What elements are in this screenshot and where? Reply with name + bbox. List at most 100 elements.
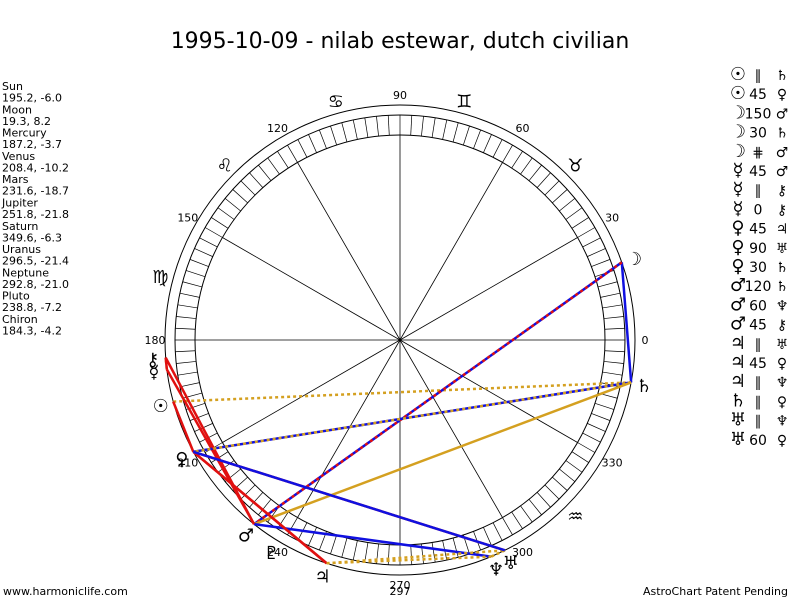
degree-tick [330,125,337,146]
planet-coords: 296.5, -21.4 [2,255,69,268]
degree-tick [176,361,197,364]
aspect-type: ⋕ [752,145,764,161]
planet-glyph: ☉ [153,396,169,417]
degree-tick [602,304,623,309]
sign-glyph: ♍ [152,267,168,288]
planet-coords: 19.3, 8.2 [2,115,51,128]
aspect-p2: ♀ [777,394,787,410]
degree-label: 120 [267,122,288,135]
degree-tick [602,371,623,376]
degree-tick [528,164,542,181]
aspect-line [192,450,506,552]
aspect-type: 120 [745,279,772,295]
planet-name: Mars [2,173,29,186]
planet-glyph: ☽ [626,249,642,270]
degree-tick [483,527,492,546]
planet-coords: 187.2, -3.7 [2,138,62,151]
degree-tick [520,157,533,175]
aspect-p2: ⚷ [777,202,787,218]
aspect-p1: ♅ [730,410,746,431]
aspect-p2: ♂ [776,145,789,161]
degree-tick [565,460,583,473]
degree-tick [473,129,481,149]
aspect-p1: ☿ [732,179,743,200]
degree-tick [410,115,413,136]
aspect-p1: ♄ [730,390,746,411]
degree-tick [177,304,198,309]
planet-name: Uranus [2,243,41,256]
aspect-p1: ♂ [730,275,746,296]
degree-label: 300 [512,546,533,559]
degree-tick [240,180,256,196]
aspect-type: 90 [749,241,767,257]
degree-label: 30 [605,212,619,225]
degree-tick [492,139,503,158]
planet-coords: 292.8, -21.0 [2,278,69,291]
aspect-p1: ♀ [731,237,744,258]
degree-tick [565,207,583,220]
degree-tick [277,151,289,169]
planet-name: Neptune [2,266,49,279]
degree-tick [352,540,358,561]
aspect-p1: ♀ [731,218,744,239]
aspect-line [193,381,632,454]
degree-tick [267,157,280,175]
planet-glyph: ♅ [503,553,519,574]
degree-tick [587,248,606,257]
degree-tick [258,164,272,181]
degree-tick [189,413,209,421]
degree-tick [597,281,618,288]
degree-label: 90 [393,89,407,102]
degree-tick [571,451,589,463]
degree-tick [502,517,513,536]
degree-tick [194,248,213,257]
degree-label: 270 [390,579,411,592]
aspect-type: ∥ [755,68,762,84]
degree-label: 240 [267,546,288,559]
aspect-type: 45 [749,356,767,372]
degree-tick [189,259,209,267]
aspect-type: 45 [749,318,767,334]
degree-label: 180 [145,334,166,347]
aspect-type: 30 [749,126,767,142]
degree-tick [600,292,621,298]
degree-tick [591,413,611,421]
degree-tick [185,270,206,277]
aspect-line [253,522,492,558]
footer-right: AstroChart Patent Pending [643,585,788,598]
degree-tick [511,151,523,169]
degree-tick [176,316,197,319]
degree-tick [175,327,196,330]
planet-name: Pluto [2,290,30,303]
wheel [164,104,636,576]
planet-name: Mercury [2,127,47,140]
degree-tick [387,115,390,136]
planet-name: Venus [2,150,35,163]
degree-tick [594,403,615,410]
aspect-p1: ☿ [732,160,743,181]
planet-name: Moon [2,103,32,116]
degree-tick [559,468,576,482]
degree-tick [308,527,317,546]
spoke [297,339,401,518]
planet-glyph: ♄ [636,376,652,397]
degree-tick [204,227,223,238]
aspect-p1: ♂ [730,314,746,335]
spoke [399,237,578,341]
spoke [399,339,503,518]
degree-tick [528,499,542,516]
degree-tick [544,180,560,196]
degree-tick [175,350,196,353]
degree-tick [571,217,589,229]
aspect-p1: ♃ [730,352,746,373]
degree-tick [431,117,436,138]
planet-glyph: ♀ [175,449,188,470]
planet-coords: 238.8, -7.2 [2,301,62,314]
degree-tick [319,129,327,149]
planet-coords: 208.4, -10.2 [2,161,69,174]
aspect-p1: ♅ [730,429,746,450]
aspect-p2: ♆ [776,298,789,314]
degree-tick [536,492,551,508]
degree-tick [452,122,459,143]
